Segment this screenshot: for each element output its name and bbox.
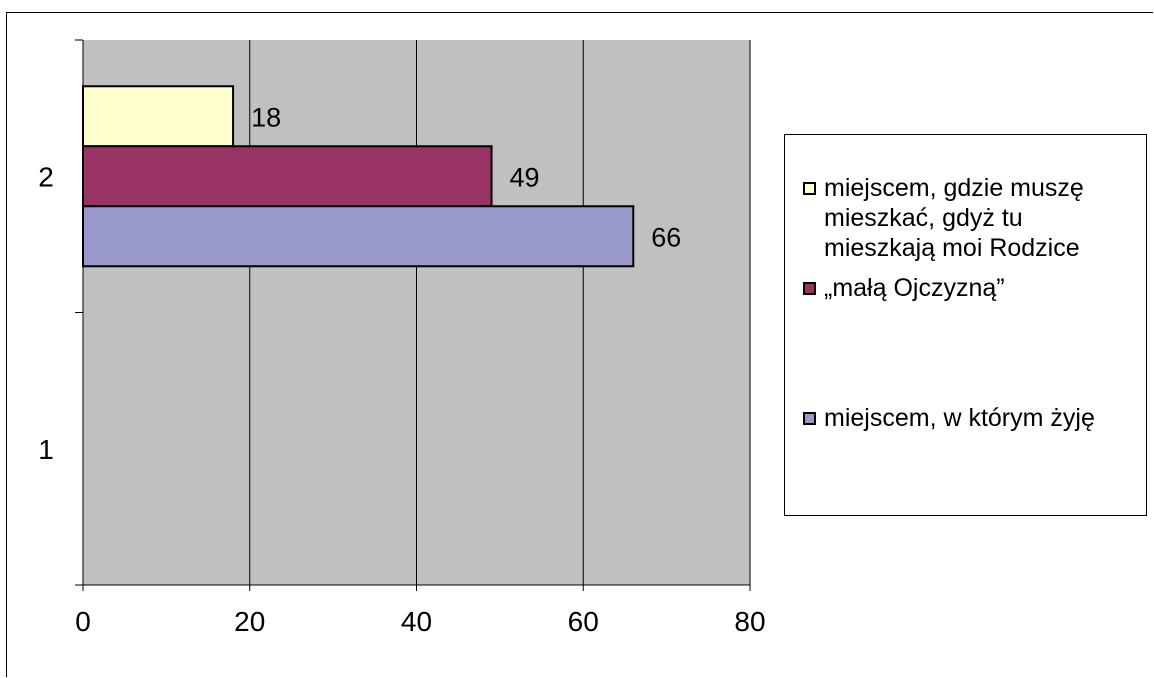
data-label: 66 bbox=[651, 222, 681, 252]
x-tick-label: 60 bbox=[568, 606, 599, 637]
legend-item-rodzice: miejscem, gdzie muszę mieszkać, gdyż tu … bbox=[803, 173, 1133, 263]
bar-rodzice bbox=[82, 85, 235, 148]
bar-zyje bbox=[82, 205, 635, 268]
x-tick-label: 80 bbox=[734, 606, 765, 637]
legend: miejscem, gdzie muszę mieszkać, gdyż tu … bbox=[784, 134, 1147, 516]
legend-item-zyje: miejscem, w którym żyję bbox=[803, 403, 1133, 433]
legend-swatch-rodzice bbox=[803, 182, 816, 195]
chart-frame bbox=[6, 12, 1153, 677]
data-label: 18 bbox=[251, 102, 281, 132]
legend-swatch-ojczyzna bbox=[803, 282, 816, 295]
data-label: 49 bbox=[510, 162, 540, 192]
legend-label-zyje: miejscem, w którym żyję bbox=[824, 404, 1095, 432]
legend-swatch-zyje bbox=[803, 412, 816, 425]
legend-label-rodzice: miejscem, gdzie muszę mieszkać, gdyż tu … bbox=[824, 174, 1084, 262]
x-tick-label: 0 bbox=[75, 606, 91, 637]
x-tick-label: 40 bbox=[401, 606, 432, 637]
bar-ojczyzna bbox=[82, 145, 493, 208]
legend-label-ojczyzna: „małą Ojczyzną” bbox=[824, 274, 1005, 302]
legend-item-ojczyzna: „małą Ojczyzną” bbox=[803, 273, 1133, 303]
x-tick-label: 20 bbox=[234, 606, 265, 637]
y-tick-label: 1 bbox=[38, 434, 54, 465]
y-tick-label: 2 bbox=[38, 161, 54, 192]
